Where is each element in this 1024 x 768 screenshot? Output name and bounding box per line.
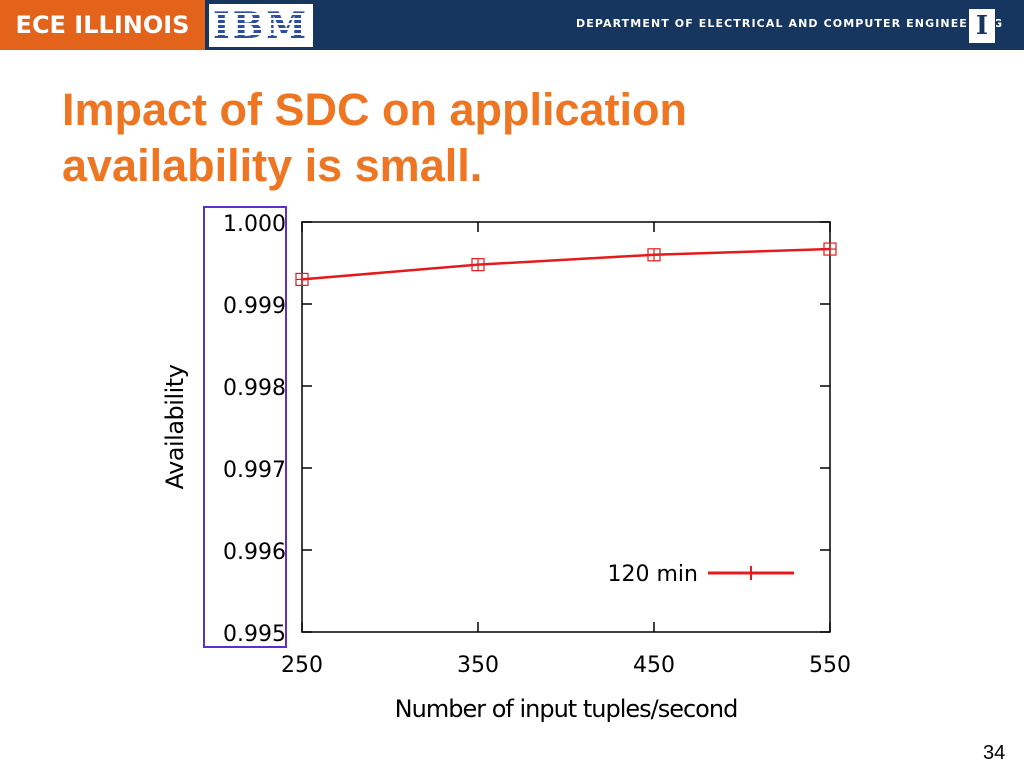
department-name: DEPARTMENT OF ELECTRICAL AND COMPUTER EN… [576, 17, 1004, 30]
slide-title-line-2: availability is small. [62, 140, 483, 191]
y-axis-label: Availability [161, 364, 189, 489]
illinois-block-i-letter: I [975, 11, 989, 41]
y-tick-label: 0.995 [223, 622, 286, 647]
legend: 120 min [608, 562, 794, 587]
ibm-logo-text: IBM [212, 4, 310, 47]
data-point [647, 248, 661, 262]
ibm-logo: IBM [209, 4, 313, 47]
plot-frame [301, 221, 831, 633]
slide-title: Impact of SDC on application availabilit… [62, 82, 962, 194]
slide-title-line-1: Impact of SDC on application [62, 84, 688, 135]
y-tick-label: 0.998 [223, 376, 286, 401]
data-point [295, 272, 309, 286]
header-bar: ECE ILLINOIS IBM DEPARTMENT OF ELECTRICA… [0, 0, 1024, 50]
x-axis-ticks: 250 350 450 550 [281, 222, 851, 678]
data-point [823, 242, 837, 256]
y-axis-ticks: 1.000 0.999 0.998 0.997 0.996 0.995 [223, 212, 830, 647]
x-tick-label: 350 [457, 653, 499, 678]
data-point [471, 258, 485, 272]
x-tick-label: 450 [633, 653, 675, 678]
y-tick-label: 1.000 [223, 212, 286, 237]
y-tick-labels-highlight-box [203, 206, 287, 648]
ece-illinois-logo: ECE ILLINOIS [0, 0, 205, 50]
illinois-block-i-logo: I [968, 8, 996, 44]
page-number: 34 [983, 742, 1006, 764]
x-tick-label: 550 [809, 653, 851, 678]
y-tick-label: 0.997 [223, 458, 286, 483]
legend-label-120-min: 120 min [608, 562, 698, 587]
y-tick-label: 0.996 [223, 540, 286, 565]
x-axis-label: Number of input tuples/second [395, 695, 738, 723]
y-tick-label: 0.999 [223, 294, 286, 319]
x-tick-label: 250 [281, 653, 323, 678]
series-line [301, 247, 831, 281]
series-layer [295, 242, 837, 286]
ece-illinois-logo-text: ECE ILLINOIS [15, 11, 190, 39]
